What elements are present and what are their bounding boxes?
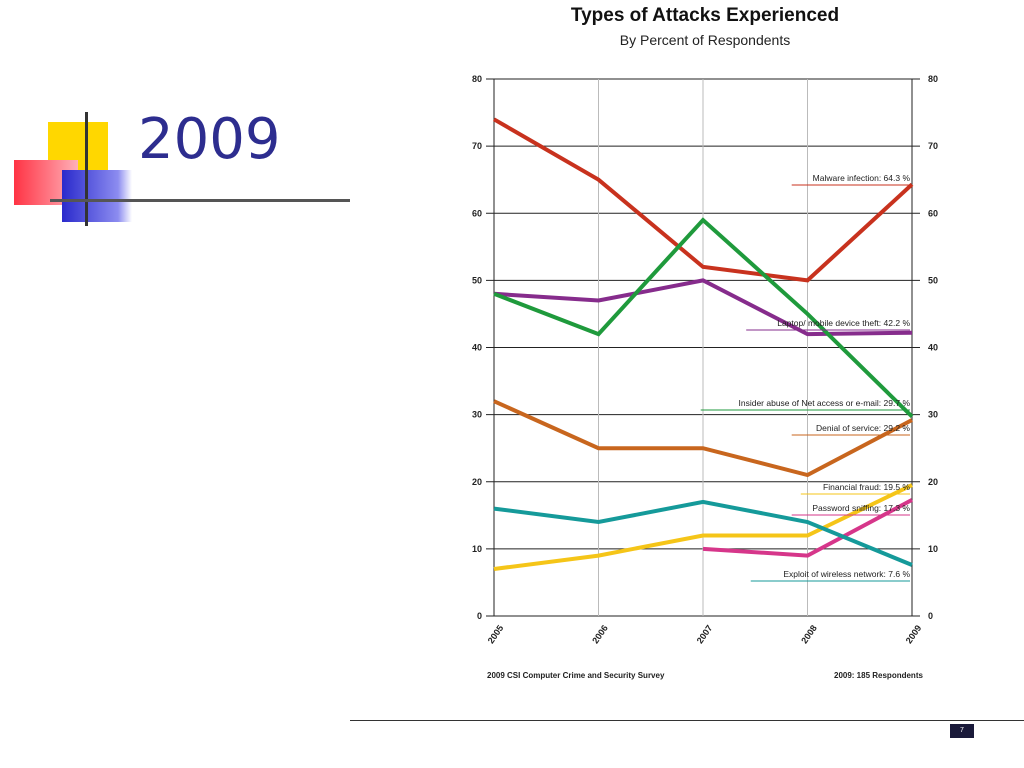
x-tick-label: 2005	[486, 623, 506, 645]
series-line	[493, 483, 913, 571]
series-line	[492, 117, 914, 283]
y-tick-label-left: 30	[472, 410, 482, 420]
series-annotation: Financial fraud: 19.5 %	[823, 482, 910, 492]
slide-title: 2009	[138, 107, 281, 172]
y-tick-label-right: 80	[928, 74, 938, 84]
y-tick-label-left: 20	[472, 477, 482, 487]
title-vertical-rule	[85, 112, 88, 226]
series-line	[493, 499, 913, 567]
y-tick-label-right: 50	[928, 275, 938, 285]
y-tick-label-right: 30	[928, 410, 938, 420]
title-underline	[50, 199, 350, 202]
y-tick-label-left: 40	[472, 343, 482, 353]
x-tick-label: 2006	[590, 623, 610, 645]
series-line	[702, 498, 913, 558]
y-tick-label-left: 10	[472, 544, 482, 554]
series-line	[493, 217, 914, 419]
y-tick-label-right: 60	[928, 208, 938, 218]
y-tick-label-left: 60	[472, 208, 482, 218]
x-tick-label: 2009	[904, 623, 924, 645]
series-annotation: Laptop/ mobile device theft: 42.2 %	[777, 318, 910, 328]
series-line	[493, 278, 913, 337]
page-number: 7	[950, 724, 974, 738]
series-annotation: Password sniffing: 17.3 %	[812, 503, 910, 513]
y-tick-label-left: 0	[477, 611, 482, 621]
deco-blue-square	[62, 170, 132, 222]
series-annotation: Denial of service: 29.2 %	[816, 423, 910, 433]
chart-source: 2009 CSI Computer Crime and Security Sur…	[487, 671, 665, 680]
y-tick-label-left: 80	[472, 74, 482, 84]
y-tick-label-right: 70	[928, 141, 938, 151]
series-line	[493, 399, 913, 478]
series-annotation: Insider abuse of Net access or e-mail: 2…	[739, 398, 911, 408]
y-tick-label-right: 10	[928, 544, 938, 554]
chart-respondents: 2009: 185 Respondents	[834, 671, 923, 680]
footer-rule	[350, 720, 1024, 721]
y-tick-label-left: 70	[472, 141, 482, 151]
series-annotation: Exploit of wireless network: 7.6 %	[783, 569, 910, 579]
y-tick-label-right: 40	[928, 343, 938, 353]
x-tick-label: 2007	[695, 623, 715, 645]
chart-title: Types of Attacks Experienced	[570, 5, 840, 26]
series-annotation: Malware infection: 64.3 %	[813, 173, 911, 183]
chart-subtitle: By Percent of Respondents	[619, 32, 791, 48]
x-tick-label: 2008	[799, 623, 819, 645]
y-tick-label-right: 0	[928, 611, 933, 621]
y-tick-label-left: 50	[472, 275, 482, 285]
y-tick-label-right: 20	[928, 477, 938, 487]
